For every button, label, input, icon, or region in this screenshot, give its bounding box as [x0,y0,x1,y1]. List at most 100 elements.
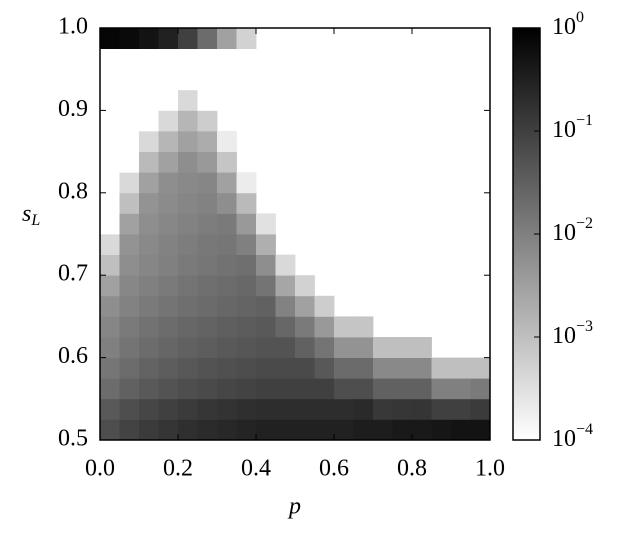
heatmap-cell [158,378,179,400]
heatmap-cell [392,357,413,379]
heatmap-cell [334,337,354,358]
heatmap-cell [412,357,432,379]
heatmap-cell [353,419,374,441]
heatmap-cell [314,295,335,317]
heatmap-cell [217,131,237,152]
heatmap-cell [373,398,393,420]
y-tick-label: 0.7 [58,261,88,287]
heatmap-cell [197,275,218,297]
heatmap-cell [158,398,179,420]
heatmap-cell [119,398,140,420]
heatmap-cell [373,419,393,441]
heatmap-cell [217,337,237,358]
heatmap-cell [236,213,257,235]
heatmap-cell [139,275,159,297]
heatmap-cell [119,234,140,255]
heatmap-cell [178,131,198,152]
colorbar-tick-base: 10 [552,220,576,246]
heatmap-cell [334,316,354,338]
colorbar-tick-exponent: −3 [576,318,593,335]
heatmap-cell [158,151,179,173]
heatmap-cell [139,378,159,400]
heatmap-cell [158,316,179,338]
y-axis-label-sub: L [30,212,40,229]
colorbar-tick-exponent: −1 [576,112,593,129]
heatmap-cell [236,316,257,338]
colorbar-tick-exponent: −2 [576,215,593,232]
heatmap-cell [139,172,159,194]
x-tick-label: 0.2 [163,456,193,482]
x-tick-label: 0.4 [241,456,271,482]
y-tick-label: 0.9 [58,96,88,122]
heatmap [100,28,491,441]
heatmap-cell [256,337,276,358]
heatmap-cell [178,172,198,194]
heatmap-cell [451,419,471,441]
heatmap-cell [451,398,471,420]
heatmap-cell [275,378,296,400]
heatmap-cell [100,28,120,49]
heatmap-cell [158,254,179,276]
heatmap-cell [178,357,198,379]
heatmap-cell [178,398,198,420]
heatmap-cell [236,295,257,317]
heatmap-cell [197,378,218,400]
heatmap-cell [236,357,257,379]
heatmap-cell [217,419,237,441]
heatmap-cell [139,110,159,132]
heatmap-cell [334,378,354,400]
heatmap-cell [334,357,354,379]
heatmap-cell [217,172,237,194]
heatmap-cell [100,275,120,297]
heatmap-cell [139,419,159,441]
heatmap-cell [119,316,140,338]
heatmap-cell [158,213,179,235]
heatmap-cell [392,398,413,420]
heatmap-cell [256,357,276,379]
heatmap-cell [197,295,218,317]
heatmap-cell [295,419,315,441]
heatmap-cell [314,419,335,441]
heatmap-cell [334,419,354,441]
heatmap-cell [470,378,491,400]
y-tick-label: 0.6 [58,343,88,369]
heatmap-cell [256,295,276,317]
heatmap-cell [178,28,198,49]
heatmap-cell [139,337,159,358]
heatmap-cell [178,316,198,338]
heatmap-cell [256,213,276,235]
heatmap-cell [178,151,198,173]
heatmap-cell [100,357,120,379]
plot-frame [99,27,491,441]
heatmap-cell [431,378,452,400]
heatmap-cell [119,295,140,317]
heatmap-cell [256,378,276,400]
heatmap-cell [100,398,120,420]
heatmap-cell [100,254,120,276]
heatmap-cell [139,192,159,214]
heatmap-cell [158,131,179,152]
colorbar-tick-label: 10−3 [552,318,593,349]
heatmap-cell [217,28,237,49]
heatmap-cell [119,151,140,173]
heatmap-cell [236,172,257,194]
heatmap-cell [158,419,179,441]
heatmap-cell [197,398,218,420]
heatmap-cell [236,337,257,358]
heatmap-cell [353,378,374,400]
colorbar-tick-label: 10−1 [552,112,593,143]
heatmap-cell [431,419,452,441]
heatmap-cell [197,89,218,111]
heatmap-cell [275,419,296,441]
heatmap-cell [275,275,296,297]
heatmap-cell [178,378,198,400]
heatmap-cell [178,192,198,214]
heatmap-cell [119,254,140,276]
x-tick-label: 0.6 [319,456,349,482]
heatmap-cell [256,254,276,276]
heatmap-cell [217,316,237,338]
x-tick-label: 0.8 [397,456,427,482]
colorbar-tick-exponent: −4 [576,421,593,438]
heatmap-cell [197,357,218,379]
